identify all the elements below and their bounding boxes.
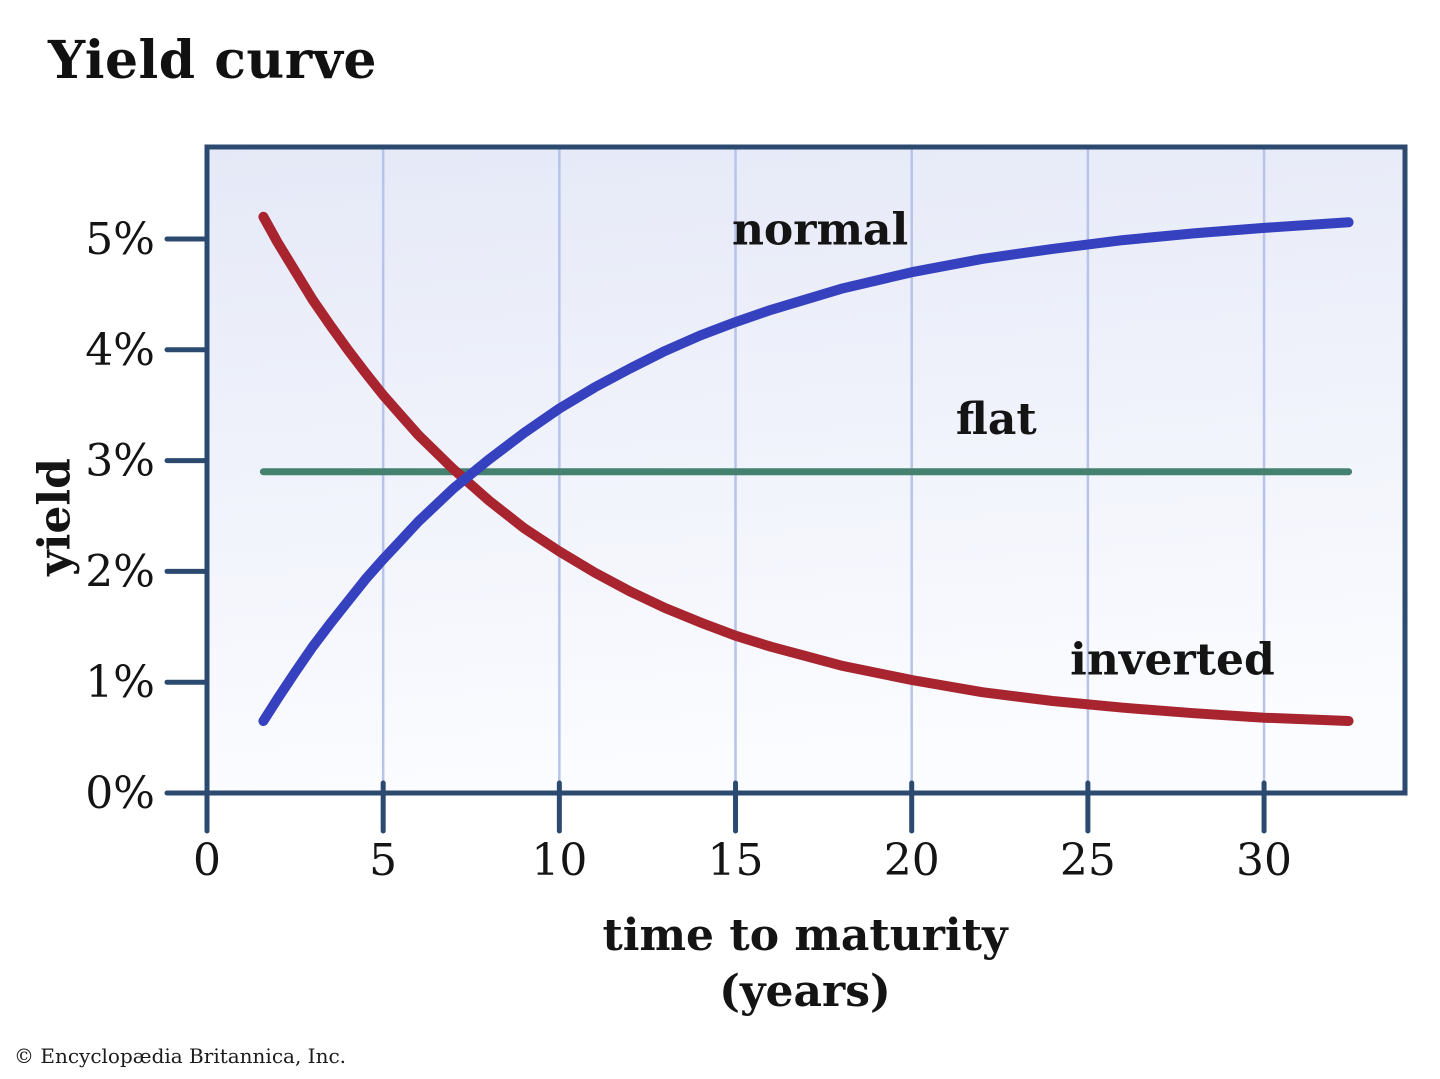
x-tick-label: 0	[193, 835, 221, 886]
x-tick-label: 20	[884, 835, 940, 886]
x-tick-label: 10	[531, 835, 587, 886]
curve-label-inverted: inverted	[1070, 634, 1275, 685]
x-tick-label: 25	[1060, 835, 1116, 886]
y-tick-label: 4%	[85, 325, 155, 376]
plot-border	[204, 144, 1408, 796]
y-tick-label: 5%	[85, 214, 155, 265]
curve-label-normal: normal	[732, 205, 908, 256]
plot-area: 0 5 10 15 20 25 30 0% 1% 2% 3% 4% 5% flat inverted norm…	[85, 144, 1408, 886]
x-tick-label: 15	[708, 835, 764, 886]
y-axis-title: yield	[29, 458, 81, 576]
y-tick-label: 3%	[85, 436, 155, 487]
x-axis-title-line1: time to maturity	[602, 910, 1008, 961]
y-tick-label: 0%	[85, 768, 155, 819]
curve-label-flat: flat	[956, 394, 1037, 445]
curve-inverted	[258, 211, 1354, 726]
x-tick-label: 30	[1236, 835, 1292, 886]
y-tick-label: 1%	[85, 657, 155, 708]
x-tick-label: 5	[369, 835, 397, 886]
chart-title: Yield curve	[48, 30, 377, 91]
x-axis-title-line2: (years)	[719, 966, 891, 1018]
x-axis-title: time to maturity (years)	[602, 908, 1007, 1021]
copyright-notice: © Encyclopædia Britannica, Inc.	[14, 1044, 347, 1068]
curve-normal	[258, 217, 1354, 726]
y-tick-label: 2%	[85, 546, 155, 597]
